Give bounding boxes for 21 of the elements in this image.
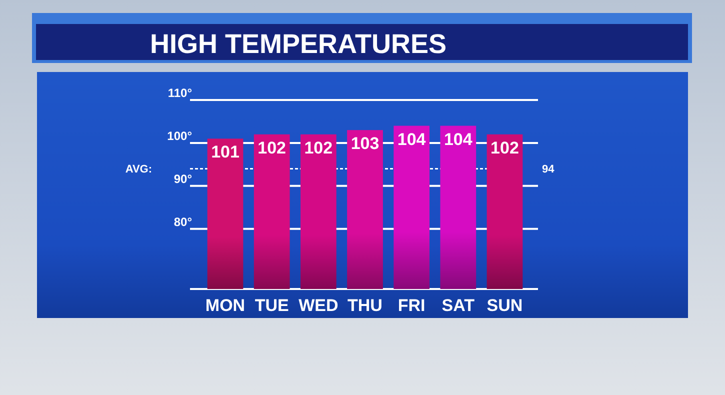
y-tick-label: 110° — [168, 86, 192, 100]
x-tick-label: THU — [348, 296, 382, 315]
data-label: 104 — [444, 130, 473, 149]
data-label: 104 — [397, 130, 426, 149]
data-label: 102 — [258, 138, 286, 158]
data-label: 102 — [304, 138, 333, 158]
y-tick-label: 100° — [167, 128, 192, 143]
x-tick-label: MON — [205, 296, 246, 315]
x-tick-label: SUN — [486, 296, 523, 315]
x-tick-label: WED — [298, 296, 338, 315]
data-label: 102 — [490, 138, 519, 158]
x-tick-label: SAT — [442, 296, 476, 315]
data-label: 101 — [211, 142, 240, 162]
x-tick-label: FRI — [398, 296, 426, 315]
ref-line-label: AVG: — [125, 164, 152, 176]
y-tick-label: 80° — [174, 214, 192, 229]
chart-title: HIGH TEMPERATURES — [150, 29, 447, 59]
data-label: 103 — [350, 134, 380, 154]
text: 94 — [542, 164, 556, 176]
y-tick-label: 90° — [174, 172, 192, 186]
x-tick-label: TUE — [254, 296, 289, 315]
